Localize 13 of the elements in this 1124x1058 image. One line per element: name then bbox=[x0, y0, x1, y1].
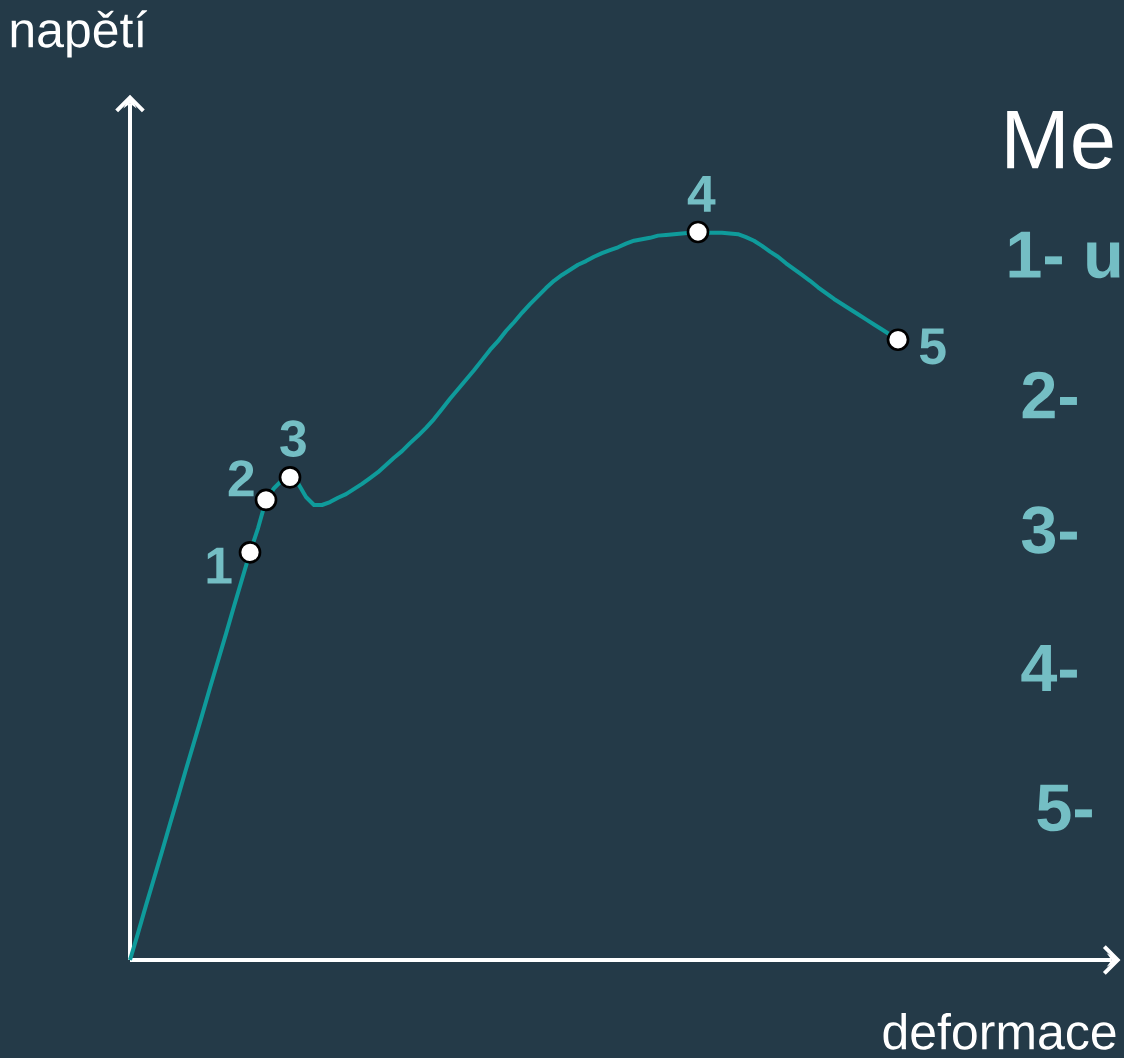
x-axis-title: deformace bbox=[883, 1012, 1116, 1050]
annotation: 3 bbox=[280, 420, 306, 457]
y-axis-title: napětí bbox=[11, 10, 148, 58]
text: 4- bbox=[1021, 645, 1077, 691]
text: 5 bbox=[919, 328, 946, 365]
annotation: 2 bbox=[228, 460, 254, 497]
text: 4 bbox=[687, 176, 716, 212]
annotation: 1 bbox=[207, 547, 232, 584]
text: 3- bbox=[1021, 506, 1077, 554]
text: 1- u bbox=[1009, 231, 1120, 279]
text: Me bbox=[1007, 110, 1113, 170]
text: 5- bbox=[1037, 784, 1092, 832]
text: 2- bbox=[1022, 371, 1077, 419]
